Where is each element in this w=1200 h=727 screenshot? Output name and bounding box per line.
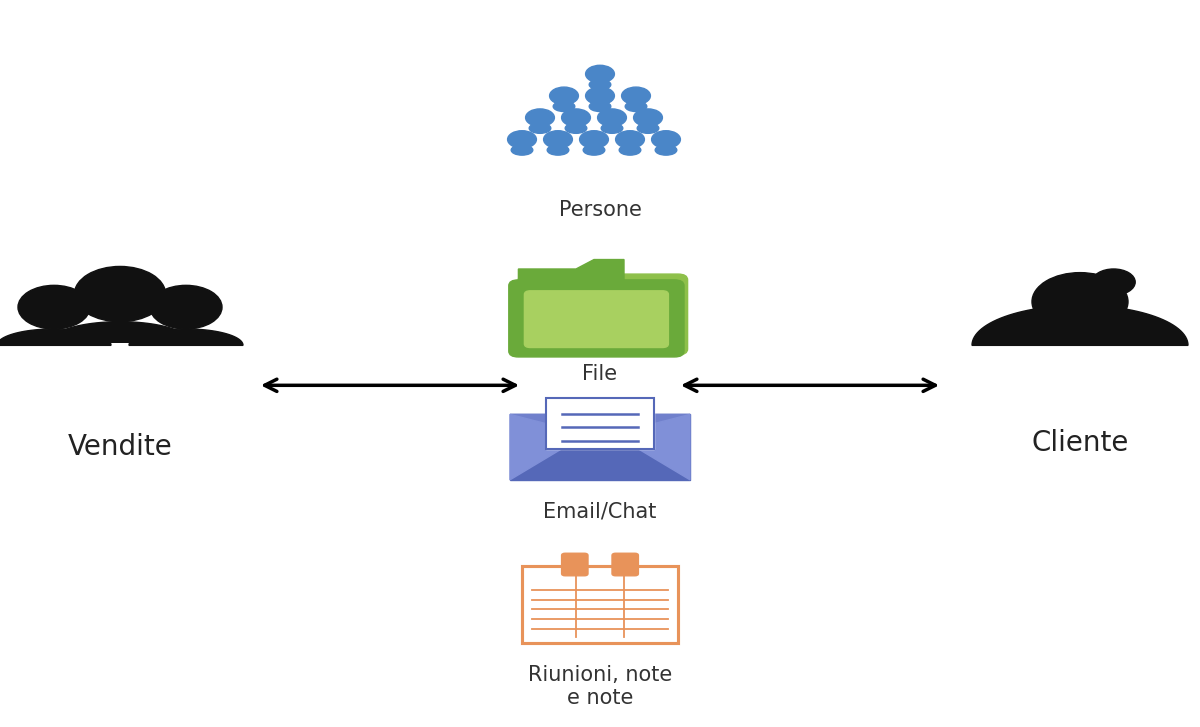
FancyBboxPatch shape — [524, 291, 668, 348]
Circle shape — [1032, 273, 1128, 331]
Ellipse shape — [655, 145, 677, 155]
Text: Cliente: Cliente — [1031, 429, 1129, 457]
Ellipse shape — [589, 79, 611, 89]
Circle shape — [550, 87, 578, 105]
Ellipse shape — [583, 145, 605, 155]
Ellipse shape — [637, 123, 659, 133]
Circle shape — [586, 87, 614, 105]
Text: Persone: Persone — [558, 200, 642, 220]
Polygon shape — [130, 329, 244, 345]
Circle shape — [616, 131, 644, 148]
Circle shape — [598, 109, 626, 126]
Ellipse shape — [565, 123, 587, 133]
Circle shape — [586, 65, 614, 83]
Circle shape — [622, 87, 650, 105]
FancyBboxPatch shape — [509, 280, 684, 357]
Ellipse shape — [589, 101, 611, 111]
Polygon shape — [613, 414, 690, 480]
Ellipse shape — [511, 145, 533, 155]
Polygon shape — [0, 329, 112, 345]
FancyBboxPatch shape — [562, 553, 588, 576]
FancyBboxPatch shape — [510, 414, 690, 480]
Text: Email/Chat: Email/Chat — [544, 502, 656, 522]
FancyBboxPatch shape — [518, 274, 688, 355]
FancyBboxPatch shape — [522, 566, 678, 643]
Ellipse shape — [601, 123, 623, 133]
Ellipse shape — [553, 101, 575, 111]
FancyBboxPatch shape — [546, 398, 654, 449]
Circle shape — [18, 286, 90, 329]
Polygon shape — [510, 414, 587, 480]
Circle shape — [544, 131, 572, 148]
Circle shape — [562, 109, 590, 126]
Circle shape — [74, 267, 166, 321]
Circle shape — [526, 109, 554, 126]
Circle shape — [580, 131, 608, 148]
FancyBboxPatch shape — [612, 553, 638, 576]
Ellipse shape — [529, 123, 551, 133]
Text: Riunioni, note
e note: Riunioni, note e note — [528, 665, 672, 708]
Circle shape — [1092, 269, 1135, 295]
Text: File: File — [582, 364, 618, 384]
Ellipse shape — [547, 145, 569, 155]
Ellipse shape — [625, 101, 647, 111]
Circle shape — [150, 286, 222, 329]
Polygon shape — [510, 414, 690, 443]
Circle shape — [634, 109, 662, 126]
Circle shape — [652, 131, 680, 148]
Polygon shape — [518, 260, 624, 286]
Polygon shape — [972, 305, 1188, 345]
Ellipse shape — [619, 145, 641, 155]
Circle shape — [508, 131, 536, 148]
Text: Vendite: Vendite — [67, 433, 173, 461]
Polygon shape — [52, 322, 190, 342]
